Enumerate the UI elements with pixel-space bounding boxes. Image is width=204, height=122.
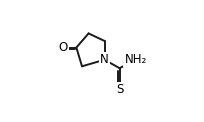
Text: N: N (100, 53, 109, 66)
Text: O: O (59, 41, 68, 54)
Text: NH₂: NH₂ (124, 53, 147, 66)
Text: S: S (116, 83, 123, 96)
